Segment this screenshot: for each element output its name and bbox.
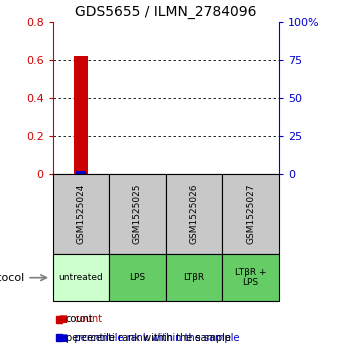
Text: LTβR: LTβR (184, 273, 205, 282)
Text: GSM1525024: GSM1525024 (76, 184, 85, 244)
Text: ■  count: ■ count (59, 314, 103, 325)
Text: LTβR +
LPS: LTβR + LPS (235, 268, 266, 287)
Text: percentile rank within the sample: percentile rank within the sample (66, 333, 231, 343)
Bar (74, 56, 88, 174)
Text: untreated: untreated (58, 273, 103, 282)
Text: count: count (66, 314, 93, 325)
Bar (56, 334, 62, 341)
Title: GDS5655 / ILMN_2784096: GDS5655 / ILMN_2784096 (75, 5, 256, 19)
Bar (56, 316, 62, 323)
Text: protocol: protocol (0, 273, 24, 283)
Text: GSM1525026: GSM1525026 (189, 184, 199, 244)
Text: LPS: LPS (130, 273, 146, 282)
Text: ■  percentile rank within the sample: ■ percentile rank within the sample (59, 333, 240, 343)
Text: GSM1525027: GSM1525027 (246, 184, 255, 244)
Text: GSM1525025: GSM1525025 (133, 184, 142, 244)
Bar (76, 171, 86, 174)
